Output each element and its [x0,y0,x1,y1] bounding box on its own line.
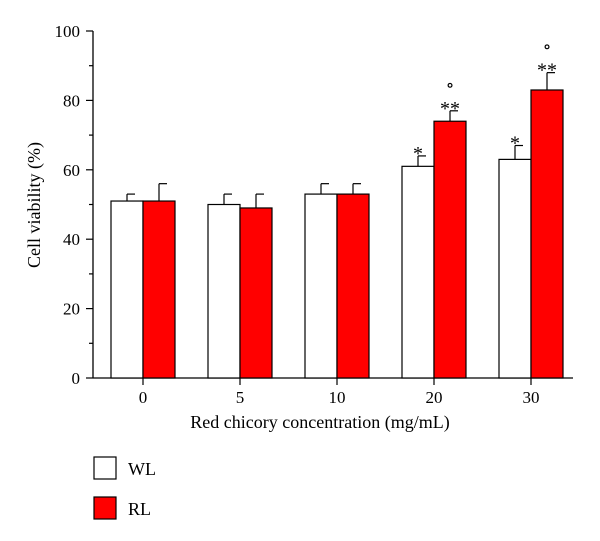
x-tick-label: 0 [139,388,148,407]
legend-label-rl: RL [128,499,151,519]
significance-stars: * [413,143,423,165]
y-tick-label: 20 [63,300,80,319]
legend-swatch-rl [93,496,117,520]
bar-rl [530,89,564,379]
bar-rl [239,207,273,379]
legend-swatch-wl [93,456,117,480]
y-tick-label: 80 [63,91,80,110]
bar-wl [110,200,144,379]
bar-wl [498,158,532,379]
bar-wl [207,203,241,379]
bar-wl [401,165,435,379]
y-tick-label: 60 [63,161,80,180]
legend-label-wl: WL [128,459,156,479]
x-tick-label: 20 [426,388,443,407]
significance-circle: ∘ [543,37,552,57]
x-tick-label: 10 [329,388,346,407]
bar-wl [304,193,338,379]
y-axis-title: Cell viability (%) [24,142,45,268]
y-tick-label: 100 [55,22,81,41]
x-tick-label: 30 [523,388,540,407]
bar-rl [433,120,467,379]
bar-rl [142,200,176,379]
significance-stars: ** [440,98,460,120]
x-tick-label: 5 [236,388,245,407]
significance-stars: * [510,133,520,155]
y-tick-label: 0 [72,369,81,388]
x-axis-title: Red chicory concentration (mg/mL) [190,412,449,433]
y-tick-label: 40 [63,230,80,249]
significance-circle: ∘ [446,75,455,95]
legend: WL RL [93,456,156,520]
bar-rl [336,193,370,379]
significance-stars: ** [537,60,557,82]
